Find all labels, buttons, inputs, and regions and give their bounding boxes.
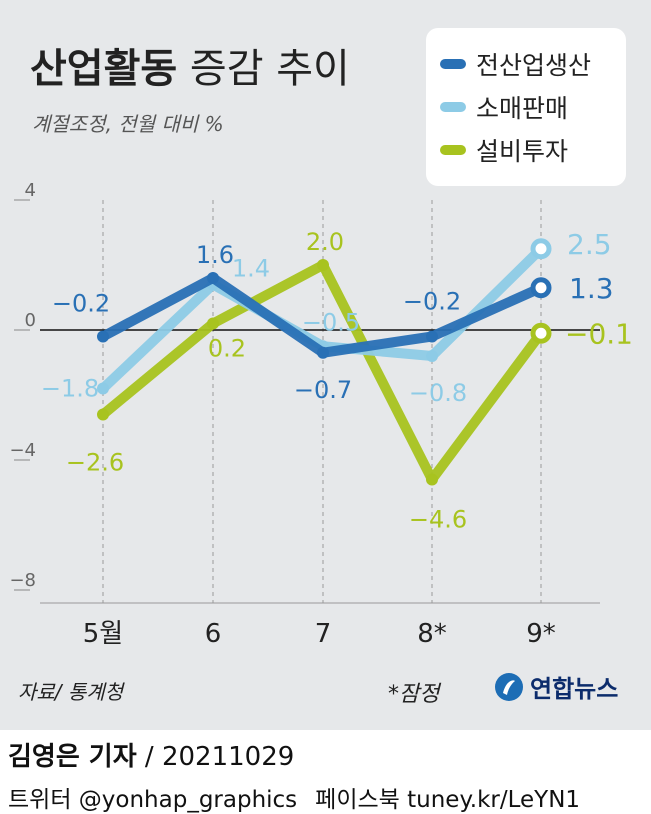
y-tick-label: 0 (25, 310, 36, 331)
legend-item-retail: 소매판매 (440, 89, 568, 125)
legend-swatch (440, 145, 466, 155)
data-label-investment: −2.6 (66, 449, 124, 477)
logo-text: 연합뉴스 (530, 675, 619, 703)
legend-swatch (440, 102, 466, 112)
data-point-end (530, 238, 552, 260)
data-point (97, 408, 109, 421)
legend-swatch (440, 59, 466, 69)
yonhap-logo-icon (495, 672, 523, 701)
data-point (317, 259, 329, 271)
y-tick-label: 4 (25, 180, 36, 201)
data-label-production: 1.6 (196, 241, 234, 269)
data-point-end (530, 277, 552, 299)
data-point (426, 473, 438, 486)
social-line: 트위터 @yonhap_graphics 페이스북 tuney.kr/LeYN1 (8, 780, 580, 814)
legend-label: 전산업생산 (476, 51, 592, 80)
data-point (317, 346, 329, 359)
chart-subtitle: 계절조정, 전월 대비 % (32, 112, 224, 136)
y-tick-label: −4 (9, 440, 36, 461)
preliminary-note: *잠정 (388, 682, 440, 707)
legend: 전산업생산 소매판매 설비투자 (426, 28, 626, 186)
legend-item-production: 전산업생산 (440, 46, 591, 82)
facebook-link: 페이스북 tuney.kr/LeYN1 (315, 787, 581, 813)
data-point-end (530, 322, 552, 344)
data-label-retail: 1.4 (232, 255, 270, 283)
data-point (207, 272, 219, 284)
data-label-investment: −4.6 (409, 506, 467, 534)
data-label-retail: −0.8 (409, 379, 467, 407)
y-tick-label: −8 (9, 570, 36, 591)
reporter-name: 김영은 기자 (8, 742, 137, 772)
reporter-date: / 20211029 (136, 742, 295, 772)
data-label-production: −0.7 (294, 376, 352, 404)
x-tick-label: 7 (315, 619, 332, 649)
line-chart: 4 0 −4 −8 5월 6 7 8* 9* −0.2 1.6 −0.7 −0.2 1.3 −1.8 1.4 −… (9, 180, 633, 649)
data-label-investment: 2.0 (306, 228, 344, 256)
legend-label: 소매판매 (476, 94, 569, 123)
data-label-retail: 2.5 (567, 228, 612, 261)
source-note: 자료/ 통계청 (18, 680, 124, 704)
title-rest: 증감 추이 (189, 46, 350, 92)
data-label-investment: 0.2 (208, 335, 246, 363)
data-label-production: −0.2 (52, 290, 110, 318)
legend-label: 설비투자 (476, 137, 569, 166)
data-label-investment: −0.1 (565, 317, 633, 350)
data-label-production: 1.3 (569, 272, 614, 305)
data-label-retail: −0.5 (302, 308, 360, 336)
data-label-production: −0.2 (403, 288, 461, 316)
data-point (207, 317, 219, 330)
data-point (426, 330, 438, 343)
x-tick-label: 9* (526, 619, 556, 649)
data-point (97, 330, 109, 343)
reporter-line: 김영은 기자 / 20211029 (8, 736, 294, 773)
yonhap-logo: 연합뉴스 (494, 669, 618, 704)
twitter-handle: 트위터 @yonhap_graphics (8, 787, 298, 813)
title-bold: 산업활동 (30, 46, 178, 92)
data-point (97, 382, 109, 395)
chart-title: 산업활동 증감 추이 (30, 36, 350, 94)
x-tick-label: 8* (417, 619, 447, 649)
data-point (426, 350, 438, 362)
data-label-retail: −1.8 (41, 375, 99, 403)
x-tick-label: 6 (205, 619, 222, 649)
x-tick-label: 5월 (83, 619, 123, 649)
legend-item-investment: 설비투자 (440, 132, 568, 168)
